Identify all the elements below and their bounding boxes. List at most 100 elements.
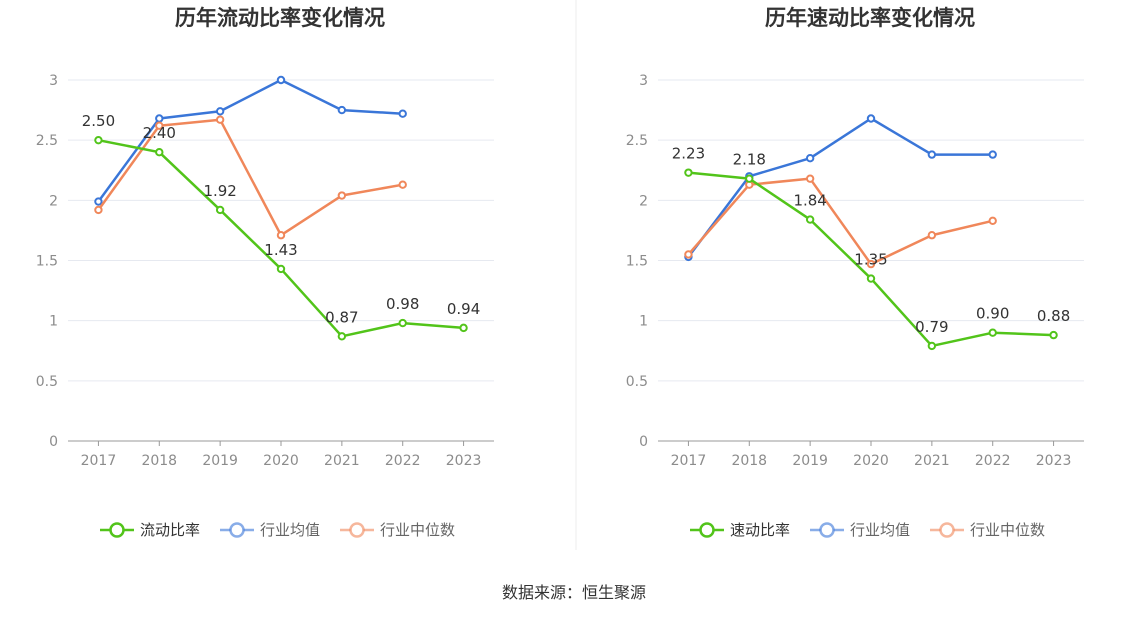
data-point[interactable] <box>398 109 407 118</box>
data-point[interactable] <box>927 341 937 351</box>
data-point[interactable] <box>805 154 815 163</box>
y-tick-label: 0.5 <box>36 374 58 390</box>
x-tick-label: 2018 <box>141 453 177 469</box>
data-point[interactable] <box>337 191 347 200</box>
legend-item-2[interactable]: 行业中位数 <box>340 521 455 539</box>
data-label: 0.98 <box>386 295 419 313</box>
data-label: 0.90 <box>976 305 1009 323</box>
data-label: 2.40 <box>143 124 176 142</box>
data-label: 0.79 <box>915 318 948 336</box>
x-tick-label: 2019 <box>202 453 238 469</box>
x-tick-label: 2023 <box>446 453 482 469</box>
data-point[interactable] <box>398 318 407 328</box>
data-point[interactable] <box>927 231 937 240</box>
data-point[interactable] <box>684 168 693 177</box>
series-line-2 <box>97 118 403 237</box>
data-point[interactable] <box>398 180 407 189</box>
y-tick-label: 0.5 <box>626 374 648 390</box>
source-label: 数据来源：恒生聚源 <box>502 583 646 602</box>
legend-marker <box>109 522 125 538</box>
data-point[interactable] <box>988 328 997 337</box>
x-tick-label: 2020 <box>263 453 299 469</box>
data-point[interactable] <box>1049 330 1058 340</box>
data-label: 2.23 <box>672 145 705 163</box>
x-tick-label: 2023 <box>1036 453 1072 469</box>
data-point[interactable] <box>866 114 876 123</box>
x-tick-label: 2022 <box>975 453 1011 469</box>
data-label: 1.84 <box>793 192 826 210</box>
data-label: 1.35 <box>854 251 887 269</box>
y-tick-label: 1 <box>639 314 648 330</box>
x-tick-label: 2021 <box>324 453 360 469</box>
legend-label: 行业均值 <box>850 521 910 539</box>
data-label: 0.94 <box>447 300 480 318</box>
y-tick-label: 1.5 <box>36 254 58 270</box>
data-point[interactable] <box>215 205 225 215</box>
data-label: 0.87 <box>325 308 358 326</box>
series-line-2 <box>687 177 994 266</box>
y-tick-label: 3 <box>639 73 648 89</box>
y-tick-label: 2 <box>49 193 58 209</box>
legend-label: 行业中位数 <box>970 521 1045 539</box>
data-label: 2.50 <box>82 112 115 130</box>
legend-item-0[interactable]: 流动比率 <box>100 521 200 539</box>
y-tick-label: 2.5 <box>36 133 58 149</box>
data-point[interactable] <box>988 216 997 225</box>
series-line-1 <box>687 117 993 258</box>
legend-label: 流动比率 <box>140 521 200 539</box>
data-point[interactable] <box>866 274 876 283</box>
y-tick-label: 0 <box>49 434 58 450</box>
legend-item-1[interactable]: 行业均值 <box>810 521 910 539</box>
data-point[interactable] <box>805 215 815 224</box>
data-label: 1.43 <box>264 241 297 259</box>
chart-title: 历年速动比率变化情况 <box>765 6 975 30</box>
data-point[interactable] <box>276 264 286 274</box>
legend-marker <box>939 522 955 538</box>
data-point[interactable] <box>684 250 693 259</box>
legend-label: 行业均值 <box>260 521 320 539</box>
legend-item-1[interactable]: 行业均值 <box>220 521 320 539</box>
legend-item-0[interactable]: 速动比率 <box>690 521 790 539</box>
legend-marker <box>349 522 365 538</box>
x-tick-label: 2017 <box>671 453 707 469</box>
y-tick-label: 1 <box>49 314 58 330</box>
legend-marker <box>699 522 715 538</box>
chart-current-ratio: 历年流动比率变化情况 0 0.5 1 1.5 2 2.5 3 2017 2018 2019 2020 2… <box>36 6 494 539</box>
y-tick-label: 0 <box>639 434 648 450</box>
x-tick-label: 2022 <box>385 453 421 469</box>
series-line-1 <box>97 78 403 203</box>
data-point[interactable] <box>927 150 937 159</box>
data-point[interactable] <box>276 75 286 85</box>
data-label: 2.18 <box>733 151 766 169</box>
y-tick-label: 3 <box>49 73 58 89</box>
legend-item-2[interactable]: 行业中位数 <box>930 521 1045 539</box>
data-point[interactable] <box>337 105 347 115</box>
data-point[interactable] <box>745 174 754 183</box>
data-point[interactable] <box>94 135 103 145</box>
chart-title: 历年流动比率变化情况 <box>175 6 385 30</box>
data-point[interactable] <box>276 231 286 240</box>
data-point[interactable] <box>155 114 164 123</box>
chart-quick-ratio: 历年速动比率变化情况 0 0.5 1 1.5 2 2.5 3 2017 2018 2019 2020 2… <box>626 6 1084 539</box>
data-point[interactable] <box>155 148 164 157</box>
data-point[interactable] <box>215 107 225 116</box>
data-point[interactable] <box>988 150 997 159</box>
x-tick-label: 2019 <box>792 453 828 469</box>
data-point[interactable] <box>94 197 103 206</box>
data-label: 0.88 <box>1037 307 1070 325</box>
x-tick-label: 2018 <box>731 453 767 469</box>
data-point[interactable] <box>155 121 164 130</box>
data-point[interactable] <box>805 174 815 183</box>
data-point[interactable] <box>866 259 876 269</box>
y-tick-label: 2 <box>639 193 648 209</box>
x-tick-label: 2017 <box>81 453 117 469</box>
data-point[interactable] <box>94 205 103 215</box>
legend-marker <box>229 522 245 538</box>
data-point[interactable] <box>337 332 347 341</box>
legend-label: 行业中位数 <box>380 521 455 539</box>
x-tick-label: 2020 <box>853 453 889 469</box>
data-point[interactable] <box>215 115 225 124</box>
data-point[interactable] <box>459 323 468 333</box>
legend-marker <box>819 522 835 538</box>
